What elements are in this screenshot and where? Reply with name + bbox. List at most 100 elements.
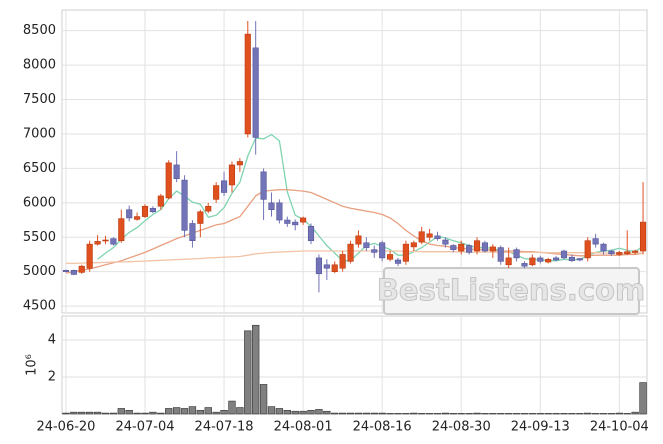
volume-bar	[362, 412, 371, 415]
candle-body	[513, 249, 520, 259]
volume-bar	[244, 330, 252, 415]
candle-body	[402, 243, 409, 262]
volume-bar	[623, 413, 631, 415]
candle-body	[181, 179, 188, 231]
candle-body	[165, 162, 172, 199]
volume-bar	[78, 411, 86, 415]
candle-body	[592, 238, 599, 245]
candle-body	[387, 254, 394, 260]
candle-body	[339, 254, 346, 269]
candle-body	[466, 245, 473, 253]
candle-body	[442, 239, 449, 245]
volume-bar	[576, 413, 584, 415]
volume-bar	[378, 412, 386, 415]
candle-body	[149, 208, 156, 213]
volume-bar	[307, 410, 315, 415]
x-tick-label: 24-07-18	[195, 420, 254, 435]
candle-body	[157, 195, 164, 207]
volume-bar	[141, 412, 149, 415]
y-tick-label: 5500	[23, 230, 56, 245]
volume-bar	[220, 410, 228, 415]
watermark: BestListens.com	[376, 267, 646, 315]
volume-bar	[291, 410, 299, 415]
candle-body	[307, 225, 315, 241]
volume-bar	[236, 407, 244, 415]
volume-bar	[228, 400, 236, 415]
candle-body	[252, 47, 259, 138]
candle-body	[489, 246, 496, 252]
volume-bar	[299, 410, 307, 415]
volume-bar	[489, 413, 497, 415]
candle-body	[300, 217, 307, 223]
volume-bar	[172, 407, 181, 415]
x-tick-label: 24-08-01	[274, 420, 333, 435]
moving-average-line	[66, 250, 643, 265]
x-tick-label: 24-09-13	[511, 420, 570, 435]
watermark-box	[383, 267, 640, 315]
volume-bar	[165, 408, 173, 415]
volume-bar	[560, 413, 568, 415]
volume-bar	[394, 413, 402, 415]
volume-bar	[497, 413, 505, 415]
candle-body	[62, 270, 70, 272]
volume-bar	[512, 413, 521, 415]
candle-body	[284, 219, 291, 224]
volume-bar	[465, 413, 473, 415]
candle-body	[497, 247, 504, 262]
candle-body	[394, 259, 402, 264]
volume-bar	[473, 412, 481, 415]
candle-body	[418, 231, 425, 243]
volume-bar	[599, 413, 608, 415]
candle-body	[545, 258, 552, 263]
candle-body	[529, 257, 536, 266]
volume-bar	[449, 413, 457, 415]
candle-body	[632, 250, 639, 253]
candle-body	[173, 164, 180, 180]
candle-body	[323, 264, 330, 269]
candle-body	[576, 258, 583, 261]
volume-bar	[196, 410, 205, 415]
candle-body	[426, 233, 433, 238]
watermark-text: BestListens.com	[377, 273, 645, 307]
volume-bar	[252, 324, 260, 415]
candle-body	[584, 240, 591, 259]
x-tick-label: 24-06-20	[36, 420, 95, 435]
volume-bar	[481, 413, 489, 415]
candle-body	[118, 218, 125, 241]
y-tick-label: 8500	[23, 23, 56, 38]
volume-bar	[639, 382, 647, 415]
price-panel	[61, 9, 648, 314]
volume-bar	[418, 413, 426, 415]
volume-bar	[315, 409, 323, 415]
candle-body	[505, 257, 512, 266]
candle-body	[102, 239, 109, 242]
candle-body	[276, 202, 283, 221]
candle-body	[244, 33, 251, 135]
volume-bar	[386, 413, 394, 415]
volume-bar	[204, 407, 212, 415]
y-tick-label: 4500	[23, 299, 56, 314]
candle-body	[134, 216, 141, 220]
volume-bar	[607, 413, 616, 415]
volume-bar	[180, 408, 189, 415]
candle-body	[379, 242, 386, 259]
volume-bar	[283, 410, 291, 415]
candle-body	[363, 242, 370, 248]
candle-body	[331, 264, 338, 272]
volume-bar	[591, 413, 600, 415]
candle-body	[537, 257, 544, 262]
candle-body	[371, 249, 378, 253]
volume-bar	[584, 412, 592, 415]
volume-bar	[425, 413, 434, 415]
volume-bar	[149, 411, 157, 415]
candle-body	[205, 205, 212, 212]
candle-body	[292, 221, 299, 226]
candle-body	[616, 252, 623, 255]
candle-body	[481, 242, 489, 252]
candle-body	[560, 250, 568, 259]
candle-body	[94, 241, 101, 245]
candle-body	[639, 221, 647, 252]
y-tick-label: 7500	[23, 92, 56, 107]
